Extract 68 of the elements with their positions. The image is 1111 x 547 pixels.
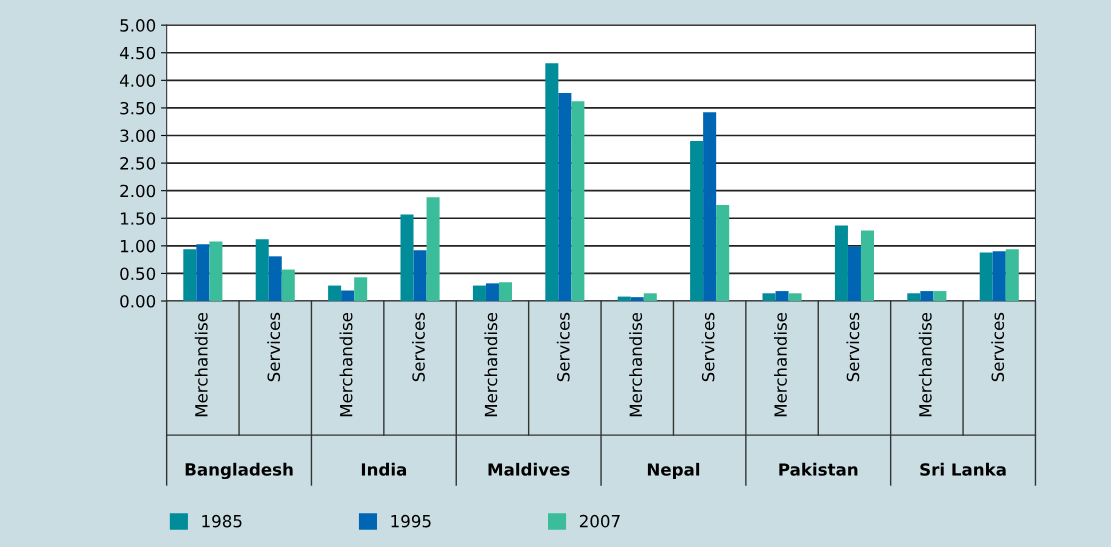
y-tick-label: 3.00 — [120, 129, 156, 143]
y-tick-label: 0.50 — [120, 267, 156, 280]
bar — [341, 290, 355, 302]
legend-label: 1995 — [391, 514, 431, 528]
bar — [413, 250, 427, 302]
bar — [183, 249, 197, 302]
y-tick-label: 5.00 — [120, 19, 156, 32]
x-tick-label: Services — [701, 312, 715, 382]
x-tick-label: Merchandise — [339, 312, 353, 417]
bar — [255, 239, 269, 302]
x-tick-label: Merchandise — [629, 312, 643, 417]
y-tick-label: 2.50 — [120, 157, 156, 170]
x-tick-label: Services — [991, 312, 1005, 382]
text: Pakistan — [779, 462, 858, 476]
y-tick-label: 2.00 — [120, 184, 156, 198]
bar — [703, 112, 717, 302]
bar — [762, 293, 776, 302]
bar — [847, 246, 861, 302]
bar — [281, 269, 295, 302]
bar — [498, 282, 512, 302]
text: Sri Lanka — [920, 462, 1006, 476]
bar — [788, 293, 802, 302]
bar — [643, 293, 657, 302]
bar — [485, 283, 499, 302]
x-tick-label: Services — [556, 312, 570, 382]
x-tick-label: Services — [846, 312, 860, 382]
bar — [834, 225, 848, 302]
bar — [328, 285, 342, 302]
bar — [400, 214, 414, 302]
text: Nepal — [647, 462, 700, 479]
bar — [630, 297, 644, 302]
bar — [860, 230, 874, 302]
x-tick-label: Merchandise — [484, 312, 498, 417]
x-tick-label: Merchandise — [194, 312, 208, 417]
y-tick-label: 4.00 — [119, 74, 156, 87]
legend-label: 2007 — [579, 514, 620, 528]
bar — [196, 244, 210, 302]
x-tick-label: Merchandise — [773, 312, 787, 417]
bar — [354, 277, 368, 302]
bar — [979, 252, 993, 302]
text: Bangladesh — [185, 462, 293, 480]
text: India — [361, 462, 407, 476]
y-tick-label: 1.50 — [120, 212, 156, 225]
bar — [992, 251, 1006, 302]
y-tick-label: 0.00 — [120, 294, 156, 308]
text: Maldives — [488, 462, 570, 476]
x-tick-label: Services — [267, 312, 281, 382]
bar — [209, 241, 223, 302]
bar — [690, 141, 704, 302]
bar — [545, 63, 559, 302]
bar — [472, 285, 486, 302]
bar — [933, 291, 947, 302]
bar — [268, 256, 282, 302]
bar — [1005, 249, 1019, 302]
y-tick-label: 4.50 — [119, 46, 156, 60]
bar — [426, 197, 440, 302]
x-tick-label: Merchandise — [918, 312, 932, 417]
y-tick-label: 3.50 — [120, 101, 156, 115]
bar — [571, 101, 585, 302]
bar — [920, 291, 934, 302]
bar — [617, 296, 631, 302]
bar — [907, 293, 921, 302]
bar — [558, 93, 572, 302]
x-tick-label: Services — [411, 312, 425, 382]
y-tick-label: 1.00 — [120, 239, 156, 253]
bar — [775, 291, 789, 302]
bar — [716, 205, 730, 302]
legend-label: 1985 — [202, 514, 242, 528]
